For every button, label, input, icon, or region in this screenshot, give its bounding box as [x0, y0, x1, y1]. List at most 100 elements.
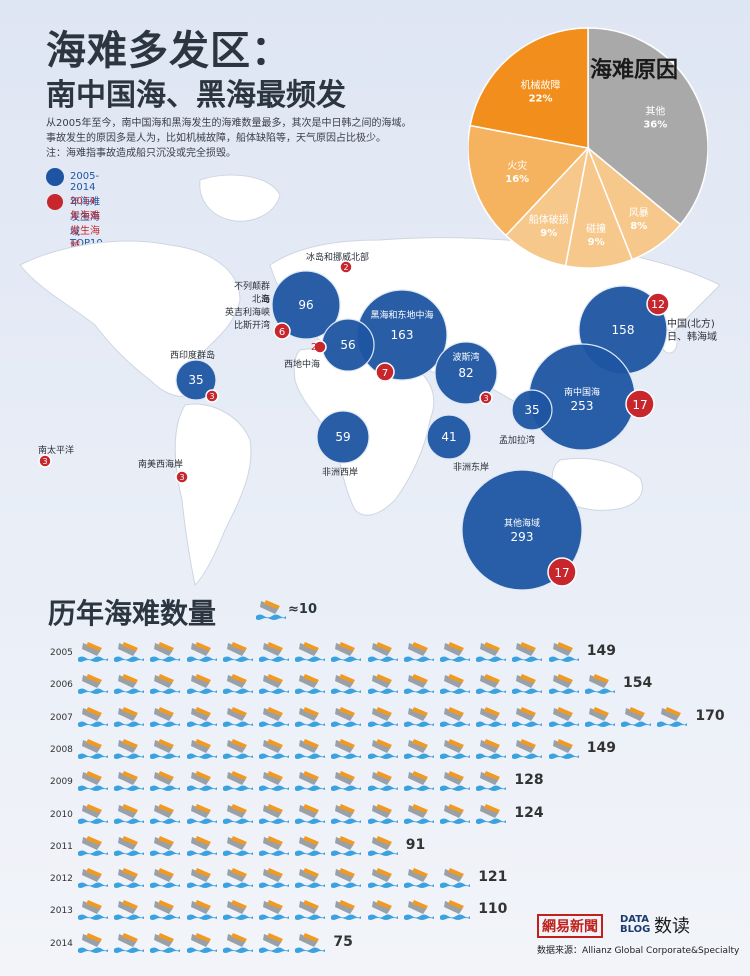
ship-icon	[295, 640, 326, 666]
blue-bubble-values: 96 163 56 158 253 82 35 35 59 41 293	[188, 298, 634, 544]
ship-icon	[548, 705, 579, 731]
ship-icon	[295, 769, 326, 795]
ship-icon	[295, 866, 326, 892]
ship-icon	[367, 705, 398, 731]
ship-icon	[222, 769, 253, 795]
pie-slice-label-2: 碰撞	[586, 222, 606, 235]
ship-icon	[114, 866, 145, 892]
year-count-2014: 75	[333, 933, 353, 950]
ship-icon	[114, 898, 145, 924]
ship-icon	[259, 834, 289, 860]
year-count-2006: 154	[623, 675, 653, 692]
ship-icon	[150, 640, 181, 666]
red-value-persian: 3	[483, 394, 488, 403]
ship-icon	[78, 769, 108, 795]
ship-icon	[150, 672, 181, 698]
ship-icon	[150, 834, 181, 860]
ship-icon	[186, 802, 217, 828]
red-bubble-china-north	[646, 292, 670, 316]
bubble-other	[461, 469, 583, 591]
page-subtitle: 南中国海、黑海最频发	[46, 78, 346, 113]
red-bubble-black-sea	[375, 362, 395, 382]
ship-icon	[259, 737, 289, 763]
ship-icon	[259, 769, 289, 795]
ship-icon	[186, 931, 217, 957]
ship-icon	[331, 802, 362, 828]
red-value-china-north: 12	[651, 298, 665, 311]
ship-icon	[403, 802, 434, 828]
ship-icon	[78, 672, 108, 698]
legend-blue-label: 2005-2014年海难发生海域TOP10	[70, 171, 103, 249]
ship-icon	[186, 737, 217, 763]
netease-news-logo: 網易新聞	[537, 914, 603, 938]
ship-icon	[186, 769, 217, 795]
ship-icon	[222, 931, 253, 957]
yearly-unit: ≈10	[288, 602, 317, 617]
ship-icon	[331, 672, 362, 698]
year-label-2014: 2014	[50, 938, 73, 949]
ship-icon	[367, 769, 398, 795]
red-value-scs: 17	[632, 398, 647, 412]
pie-slice-value-5: 22%	[529, 94, 553, 105]
ship-icon	[78, 931, 108, 957]
ship-icon	[331, 898, 362, 924]
pie-slice-value-1: 8%	[630, 221, 647, 232]
ship-icon	[222, 802, 253, 828]
ship-icon	[259, 640, 289, 666]
ship-icon	[440, 737, 470, 763]
red-value-black-sea: 7	[382, 368, 388, 379]
ship-icon	[186, 672, 217, 698]
ship-icon	[259, 705, 289, 731]
label-china-north-2: 日、韩海域	[667, 332, 717, 343]
ship-icon	[295, 898, 326, 924]
year-count-2007: 170	[695, 707, 725, 724]
ship-icon	[78, 640, 108, 666]
cause-pie-chart: 其他 36% 风暴 8% 碰撞 9% 船体破损 9% 火灾 16% 机械故障 22%	[468, 27, 708, 269]
map-landmass	[19, 174, 721, 587]
label-south-america: 南美西海岸	[138, 460, 184, 470]
ship-icon	[403, 898, 434, 924]
pie-slice-label-5: 机械故障	[521, 79, 561, 92]
ship-icon	[512, 705, 543, 731]
value-east-africa: 41	[441, 430, 456, 444]
ship-icon	[186, 866, 217, 892]
ship-icon	[403, 737, 434, 763]
ship-icon	[367, 672, 398, 698]
label-uk-2: 北海	[251, 295, 270, 305]
year-label-2007: 2007	[50, 712, 73, 723]
desc-line-2: 事故发生的原因多是人为，比如机械故障，船体缺陷等，天气原因占比极少。	[46, 133, 386, 144]
ship-icon	[222, 866, 253, 892]
shudu-logo: 数读	[654, 916, 690, 937]
bubble-west-indies	[175, 359, 217, 401]
legend-blue-marker	[46, 168, 64, 186]
world-map: 96 163 56 158 253 82 35 35 59 41 293 黑海和…	[19, 174, 721, 591]
ship-icon	[78, 834, 108, 860]
ship-icon	[331, 640, 362, 666]
ship-icon	[114, 672, 145, 698]
label-west-med: 西地中海	[284, 360, 321, 370]
red-bubble-south-pacific	[38, 454, 52, 468]
label-west-indies: 西印度群岛	[170, 351, 216, 361]
ship-icon	[584, 705, 615, 731]
ship-icon	[367, 898, 398, 924]
ship-icon	[78, 737, 108, 763]
ship-icon	[150, 898, 181, 924]
label-east-africa: 非洲东岸	[453, 463, 490, 473]
year-count-2009: 128	[514, 772, 544, 789]
data-source: 数据来源：Allianz Global Corporate&Specialty	[537, 946, 740, 956]
inner-label-scs: 南中国海	[564, 386, 600, 398]
ship-icon	[476, 802, 507, 828]
value-uk: 96	[298, 298, 313, 312]
year-label-2009: 2009	[50, 777, 73, 788]
ship-icon	[78, 705, 108, 731]
ship-icon	[476, 640, 507, 666]
red-bubble-persian	[479, 391, 493, 405]
red-value-uk: 6	[279, 327, 285, 338]
ship-icon	[367, 737, 398, 763]
ship-icon	[548, 672, 579, 698]
ship-icon	[548, 640, 579, 666]
year-label-2006: 2006	[50, 680, 73, 691]
ship-icon	[259, 866, 289, 892]
value-west-indies: 35	[188, 373, 203, 387]
ship-icon	[78, 866, 108, 892]
